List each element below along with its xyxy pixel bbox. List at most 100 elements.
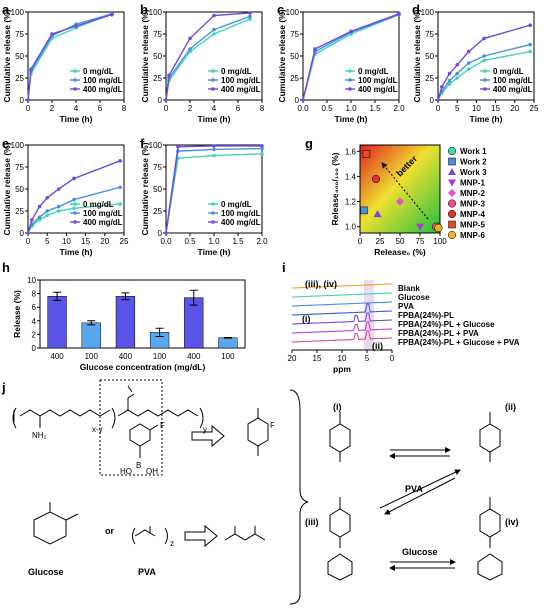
data-point bbox=[349, 29, 353, 34]
x-tick-label: 8 bbox=[260, 104, 265, 113]
data-point bbox=[26, 98, 30, 102]
x-tick-label: 15 bbox=[313, 354, 322, 363]
bar bbox=[115, 296, 136, 349]
scatter-point bbox=[373, 210, 382, 218]
chart-a: 0 2 4 6 8 0 25 50 75 100 Time (h) Cumulative releas… bbox=[2, 8, 127, 124]
x-axis-title: Time (h) bbox=[470, 114, 503, 124]
legend-label: 400 mg/dL bbox=[221, 218, 261, 227]
legend-label: Work 2 bbox=[460, 158, 487, 167]
spectrum-line-3 bbox=[291, 303, 393, 316]
x-tick-label: 15 bbox=[81, 237, 90, 246]
x-tick-label: 5 bbox=[365, 354, 370, 363]
y-tick-label: 4 bbox=[32, 317, 37, 326]
panel-label-i: i bbox=[282, 260, 286, 275]
legend-label: 100 mg/dL bbox=[221, 76, 261, 85]
y-tick-label: 1.0 bbox=[345, 223, 357, 232]
data-point bbox=[212, 13, 216, 18]
state-iii-label: (iii) bbox=[305, 517, 319, 527]
legend-marker bbox=[448, 157, 456, 166]
data-point bbox=[110, 12, 114, 17]
legend-label: 400 mg/dL bbox=[83, 218, 123, 227]
i-peak-i-label: (i) bbox=[302, 314, 311, 324]
legend-label: MNP-2 bbox=[460, 189, 485, 198]
data-point bbox=[482, 58, 486, 63]
scatter-point bbox=[362, 150, 371, 158]
legend-marker bbox=[447, 146, 457, 156]
data-point bbox=[118, 185, 122, 190]
chart-b: 0 2 4 6 8 0 25 50 75 100 Time (h) Cumulative releas… bbox=[140, 8, 265, 124]
x-tick-label: 75 bbox=[416, 237, 425, 246]
x-axis-title: Time (h) bbox=[335, 114, 368, 124]
x-tick-label: 25 bbox=[376, 237, 385, 246]
legend-marker bbox=[211, 202, 215, 206]
x-tick-label: 2 bbox=[188, 104, 193, 113]
y-tick-label: 25 bbox=[15, 207, 24, 216]
y-tick-label: 75 bbox=[15, 163, 24, 172]
panel-label-a: a bbox=[2, 2, 10, 17]
x-axis-title: Time (h) bbox=[60, 247, 93, 257]
data-point bbox=[72, 197, 76, 202]
y-tick-label: 0 bbox=[430, 96, 435, 105]
x-axis-title: Time (h) bbox=[198, 114, 231, 124]
category-label: 100 bbox=[221, 352, 235, 361]
legend-label: 100 mg/dL bbox=[358, 76, 398, 85]
state-iv-label: (iv) bbox=[505, 517, 519, 527]
category-label: 100 bbox=[153, 352, 167, 361]
legend-label: 0 mg/dL bbox=[358, 67, 389, 76]
error-bar bbox=[53, 291, 62, 301]
x-tick-label: 20 bbox=[288, 354, 297, 363]
legend-marker bbox=[447, 230, 457, 240]
y-tick-label: 2 bbox=[32, 330, 37, 339]
legend-label: 0 mg/dL bbox=[493, 67, 524, 76]
legend-marker bbox=[483, 78, 487, 82]
x-tick-label: 10 bbox=[472, 104, 481, 113]
y-tick-label: 0 bbox=[32, 344, 37, 353]
y-tick-label: 1.6 bbox=[345, 147, 357, 156]
spectrum-label: Blank bbox=[398, 284, 420, 293]
panel-label-d: d bbox=[412, 2, 420, 17]
data-point bbox=[455, 63, 460, 67]
data-point bbox=[436, 98, 440, 102]
bar bbox=[218, 337, 238, 349]
x-tick-label: 4 bbox=[74, 104, 79, 113]
oh-label: OH bbox=[146, 467, 158, 476]
reaction-scheme: NH₂ x-y y F B HO OH F Glucose or z PVA bbox=[12, 379, 503, 605]
panel-label-g: g bbox=[305, 136, 313, 151]
data-point bbox=[72, 206, 76, 211]
legend-marker bbox=[448, 179, 456, 187]
x-tick-label: 25 bbox=[120, 237, 129, 246]
x-tick-label: 10 bbox=[338, 354, 347, 363]
data-point bbox=[301, 98, 305, 102]
x-tick-label: 25 bbox=[530, 104, 539, 113]
state-i-label: (i) bbox=[333, 402, 342, 412]
data-point bbox=[447, 82, 452, 86]
legend-label: 400 mg/dL bbox=[493, 85, 533, 94]
legend-label: 100 mg/dL bbox=[83, 76, 123, 85]
data-point bbox=[164, 98, 168, 102]
x-tick-label: 1.0 bbox=[345, 104, 357, 113]
legend-marker bbox=[211, 211, 215, 215]
data-point bbox=[74, 24, 78, 28]
legend-marker bbox=[73, 211, 77, 215]
y-tick-label: 8 bbox=[32, 290, 37, 299]
y-tick-label: 100 bbox=[286, 8, 300, 17]
legend-label: 0 mg/dL bbox=[83, 200, 114, 209]
data-point bbox=[45, 209, 49, 213]
legend-label: MNP-1 bbox=[460, 179, 485, 188]
y-tick-label: 1.4 bbox=[345, 172, 357, 181]
legend-label: 100 mg/dL bbox=[83, 209, 123, 218]
x-tick-label: 0.0 bbox=[297, 104, 309, 113]
x-tick-label: 6 bbox=[98, 104, 103, 113]
y-axis-title: Cumulative release (%) bbox=[277, 9, 287, 102]
chart-i: 20 15 10 5 0ppmBlankGlucosePVAFPBA(24%)-PLFP… bbox=[288, 280, 520, 374]
x-tick-label: 1.5 bbox=[369, 104, 381, 113]
legend-marker bbox=[448, 220, 456, 229]
x-axis-title: Time (h) bbox=[198, 247, 231, 257]
spectrum-line-2 bbox=[291, 301, 393, 307]
y-tick-label: 75 bbox=[153, 163, 162, 172]
x-tick-label: 2.0 bbox=[393, 104, 405, 113]
nh2-label: NH₂ bbox=[32, 431, 47, 440]
data-point bbox=[118, 202, 122, 206]
y-tick-label: 50 bbox=[153, 185, 162, 194]
